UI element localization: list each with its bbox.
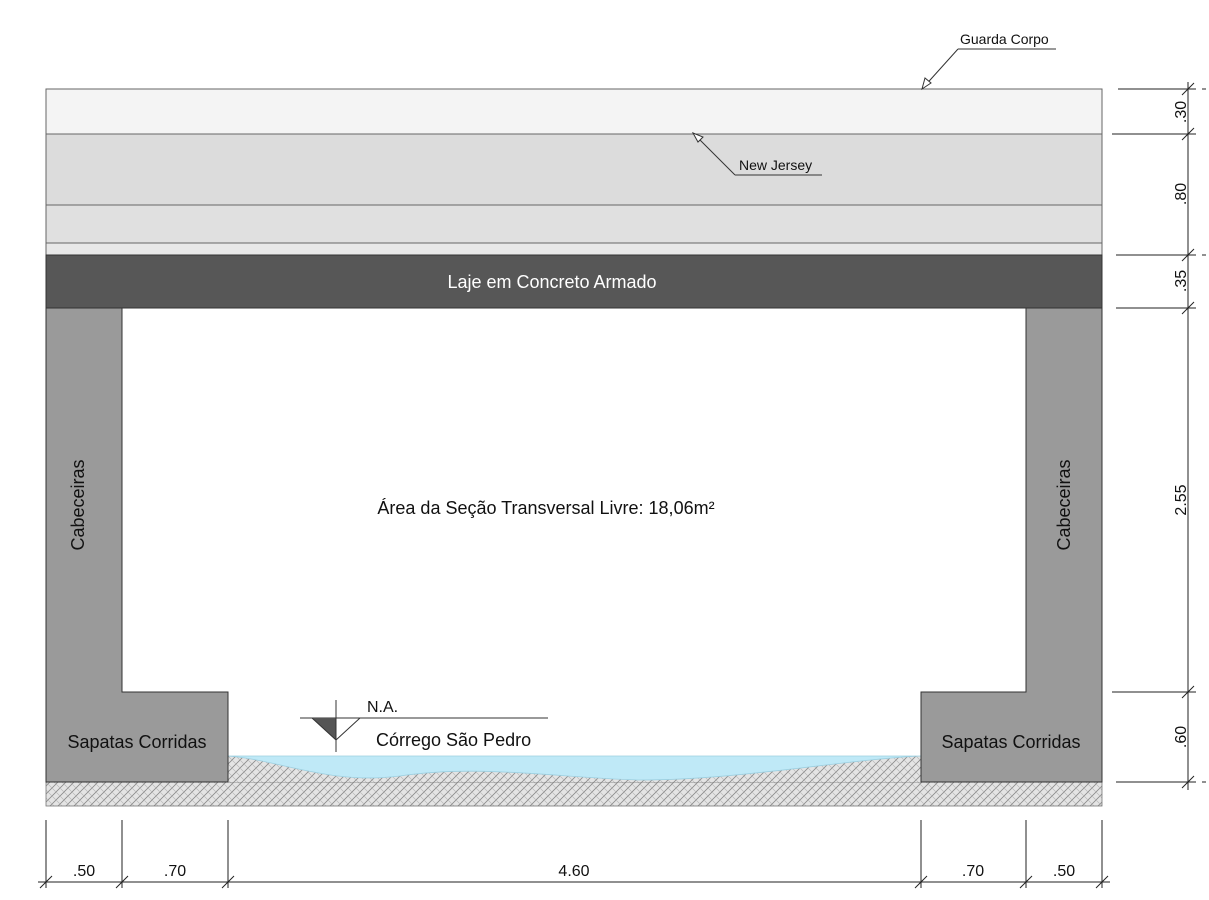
guard-rail	[46, 89, 1102, 134]
footing-right-label: Sapatas Corridas	[941, 732, 1080, 752]
footing-left-label: Sapatas Corridas	[67, 732, 206, 752]
water-level-label: N.A.	[367, 699, 398, 716]
guard-rail-leader	[922, 49, 1056, 89]
dim-v-new-jersey: .80	[1173, 183, 1190, 205]
dim-v-slab: .35	[1173, 270, 1190, 292]
stream-label: Córrego São Pedro	[376, 730, 531, 750]
dim-v-guard-rail: .30	[1173, 101, 1190, 123]
abutment-left-label: Cabeceiras	[68, 459, 88, 550]
guard-rail-label: Guarda Corpo	[960, 31, 1049, 47]
dim-h-left-abutment: .50	[73, 863, 95, 880]
dim-v-footing: .60	[1173, 726, 1190, 748]
right-abutment	[921, 308, 1102, 782]
dim-h-left-footing: .70	[164, 863, 186, 880]
dim-h-span: 4.60	[558, 863, 589, 880]
dim-v-abutment: 2.55	[1173, 484, 1190, 515]
new-jersey-label: New Jersey	[739, 157, 812, 173]
vertical-dimension-line	[1112, 82, 1206, 790]
free-area-label: Área da Seção Transversal Livre: 18,06m²	[377, 498, 714, 518]
new-jersey-barrier	[46, 134, 1102, 255]
slab-label: Laje em Concreto Armado	[447, 272, 656, 292]
soil-base	[46, 782, 1102, 806]
dim-h-right-abutment: .50	[1053, 863, 1075, 880]
dim-h-right-footing: .70	[962, 863, 984, 880]
abutment-right-label: Cabeceiras	[1054, 459, 1074, 550]
